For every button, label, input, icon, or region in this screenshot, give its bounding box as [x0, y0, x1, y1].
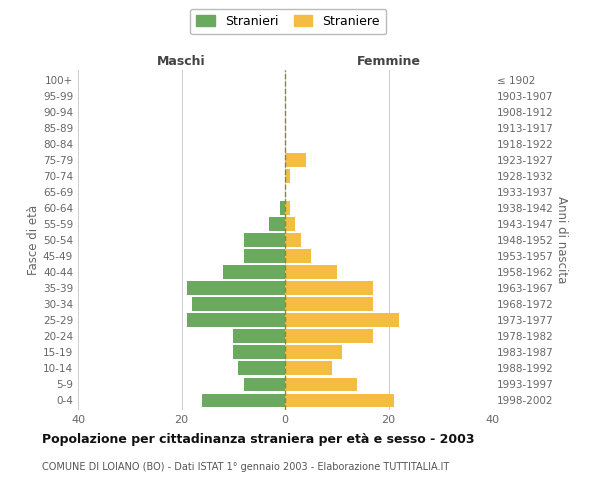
Bar — [285, 394, 394, 407]
Text: Popolazione per cittadinanza straniera per età e sesso - 2003: Popolazione per cittadinanza straniera p… — [42, 432, 475, 446]
Bar — [192, 298, 285, 311]
Bar — [244, 378, 285, 391]
Bar — [280, 201, 285, 214]
Bar — [223, 266, 285, 279]
Y-axis label: Fasce di età: Fasce di età — [27, 205, 40, 275]
Bar — [202, 394, 285, 407]
Bar — [285, 346, 342, 359]
Bar — [285, 314, 399, 327]
Bar — [285, 298, 373, 311]
Bar — [269, 217, 285, 231]
Y-axis label: Anni di nascita: Anni di nascita — [554, 196, 568, 284]
Bar — [285, 266, 337, 279]
Bar — [233, 330, 285, 343]
Bar — [285, 249, 311, 263]
Legend: Stranieri, Straniere: Stranieri, Straniere — [190, 8, 386, 34]
Bar — [285, 169, 290, 182]
Bar — [244, 249, 285, 263]
Bar — [187, 282, 285, 295]
Bar — [285, 378, 358, 391]
Bar — [285, 233, 301, 247]
Text: Maschi: Maschi — [157, 54, 206, 68]
Bar — [285, 362, 332, 375]
Bar — [285, 217, 295, 231]
Bar — [244, 233, 285, 247]
Text: Femmine: Femmine — [356, 54, 421, 68]
Bar — [285, 330, 373, 343]
Bar — [238, 362, 285, 375]
Bar — [187, 314, 285, 327]
Bar — [285, 282, 373, 295]
Bar — [285, 153, 306, 166]
Bar — [233, 346, 285, 359]
Text: COMUNE DI LOIANO (BO) - Dati ISTAT 1° gennaio 2003 - Elaborazione TUTTITALIA.IT: COMUNE DI LOIANO (BO) - Dati ISTAT 1° ge… — [42, 462, 449, 472]
Bar — [285, 201, 290, 214]
